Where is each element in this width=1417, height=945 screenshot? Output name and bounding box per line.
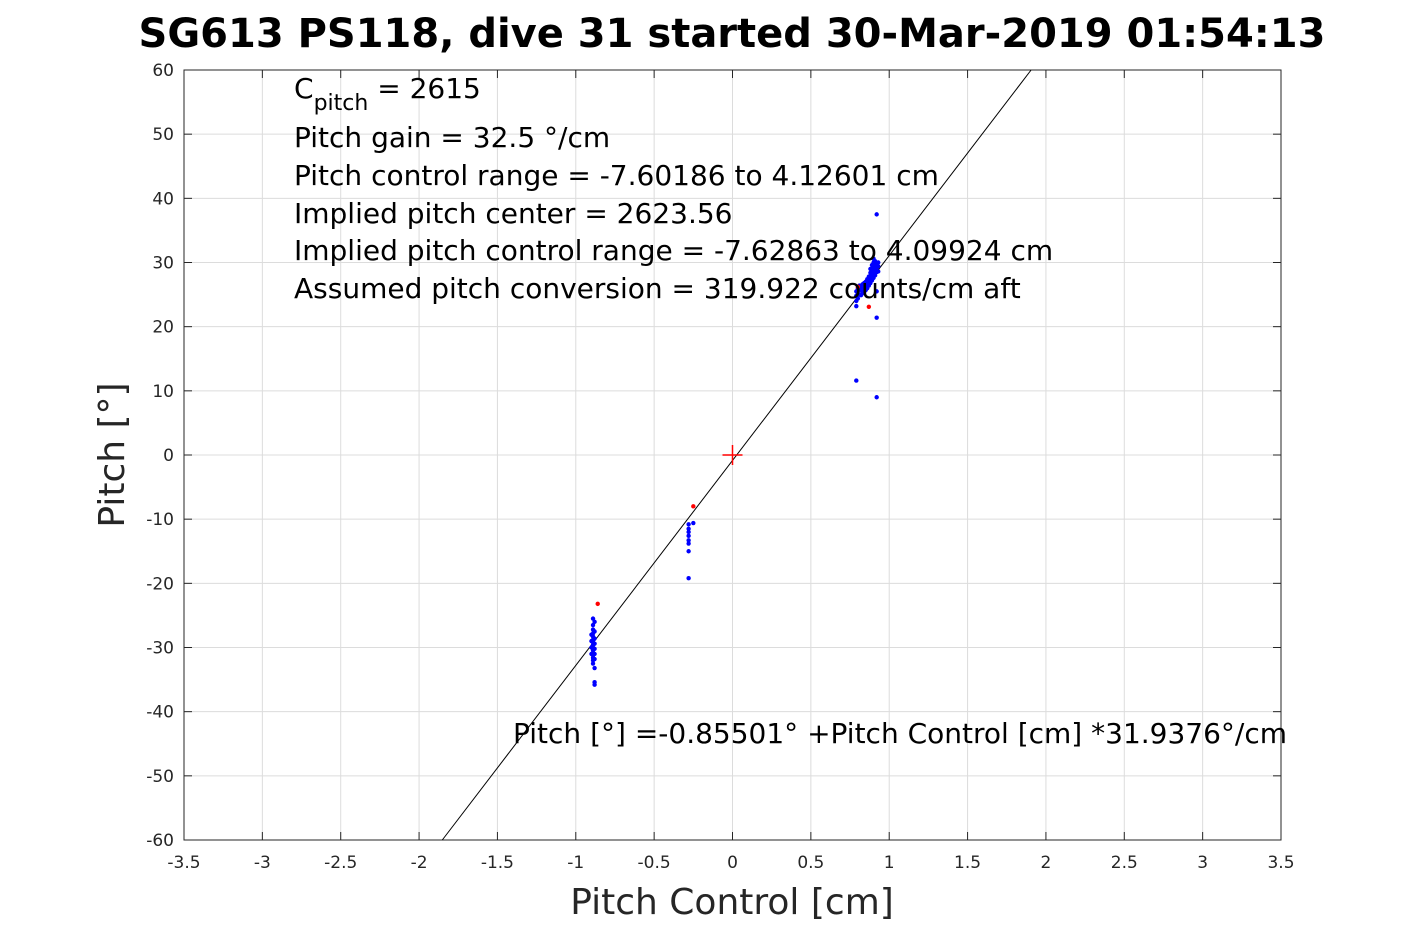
data-point bbox=[874, 315, 879, 320]
y-tick-label: -40 bbox=[146, 703, 174, 723]
x-tick-label: 1 bbox=[884, 853, 895, 873]
data-point bbox=[866, 304, 872, 309]
data-point bbox=[855, 284, 861, 290]
data-point bbox=[592, 641, 597, 646]
data-point bbox=[686, 526, 691, 531]
data-point bbox=[686, 541, 691, 546]
x-tick-label: 2 bbox=[1041, 853, 1052, 873]
data-point bbox=[686, 549, 691, 554]
data-point bbox=[590, 661, 596, 666]
data-point bbox=[595, 601, 600, 607]
data-point bbox=[691, 504, 696, 509]
c-pitch-value: = 2615 bbox=[368, 72, 481, 105]
x-tick-label: -3 bbox=[254, 853, 271, 873]
data-point bbox=[592, 682, 597, 687]
x-tick-label: 0 bbox=[727, 853, 738, 873]
x-tick-label: -0.5 bbox=[638, 853, 671, 873]
y-tick-label: 60 bbox=[152, 61, 174, 81]
data-point bbox=[874, 289, 879, 294]
control-range-annotation: Pitch control range = -7.60186 to 4.1260… bbox=[294, 159, 939, 192]
data-point bbox=[592, 665, 597, 671]
x-axis-label: Pitch Control [cm] bbox=[570, 882, 894, 923]
data-point bbox=[592, 619, 597, 625]
y-tick-label: -20 bbox=[146, 574, 174, 594]
implied-range-annotation: Implied pitch control range = -7.62863 t… bbox=[294, 234, 1053, 267]
c-pitch-subscript: pitch bbox=[314, 91, 369, 116]
data-point bbox=[592, 629, 597, 634]
data-point bbox=[592, 656, 597, 662]
conversion-annotation: Assumed pitch conversion = 319.922 count… bbox=[294, 272, 1021, 305]
y-tick-label: -50 bbox=[146, 767, 174, 787]
data-points bbox=[589, 212, 881, 687]
data-point bbox=[589, 638, 594, 644]
y-axis-label: Pitch [°] bbox=[92, 382, 133, 527]
data-point bbox=[686, 529, 691, 535]
y-tick-label: 30 bbox=[152, 254, 174, 274]
x-tick-label: 0.5 bbox=[797, 853, 824, 873]
fit-equation-annotation: Pitch [°] =-0.85501° +Pitch Control [cm]… bbox=[513, 717, 1287, 750]
data-point bbox=[686, 522, 691, 527]
y-tick-label: 0 bbox=[163, 446, 174, 466]
x-tick-label: -2.5 bbox=[324, 853, 357, 873]
c-pitch-annotation: Cpitch = 2615 bbox=[294, 72, 481, 116]
x-tick-label: -2 bbox=[411, 853, 428, 873]
y-tick-label: -30 bbox=[146, 639, 174, 659]
x-tick-label: 1.5 bbox=[954, 853, 981, 873]
x-tick-label: -3.5 bbox=[167, 853, 200, 873]
data-point bbox=[589, 645, 594, 650]
x-tick-label: 3.5 bbox=[1267, 853, 1294, 873]
implied-center-annotation: Implied pitch center = 2623.56 bbox=[294, 197, 732, 230]
y-tick-label: -10 bbox=[146, 510, 174, 530]
data-point bbox=[686, 533, 691, 539]
x-tick-label: -1.5 bbox=[481, 853, 514, 873]
center-marker-layer bbox=[722, 445, 743, 465]
data-point bbox=[592, 636, 597, 641]
x-tick-label: 3 bbox=[1197, 853, 1208, 873]
axis-ticks: -3.5 -3 -2.5 -2 -1.5 -1 -0.5 0 0.5 1 1.5 2 2.5 3 3.5 -6… bbox=[146, 61, 1294, 873]
data-point bbox=[874, 395, 879, 400]
data-point bbox=[691, 520, 696, 526]
x-tick-label: 2.5 bbox=[1111, 853, 1138, 873]
data-point bbox=[874, 212, 879, 217]
data-point bbox=[876, 269, 881, 274]
chart-title: SG613 PS118, dive 31 started 30-Mar-2019… bbox=[139, 11, 1326, 57]
pitch-gain-annotation: Pitch gain = 32.5 °/cm bbox=[294, 121, 610, 154]
data-point bbox=[589, 651, 594, 657]
y-tick-label: -60 bbox=[146, 831, 174, 851]
x-tick-label: -1 bbox=[567, 853, 584, 873]
c-pitch-symbol: C bbox=[294, 72, 314, 105]
data-point bbox=[855, 296, 861, 301]
y-tick-label: 20 bbox=[152, 318, 174, 338]
data-point bbox=[686, 576, 691, 581]
data-point bbox=[854, 303, 859, 309]
grid-lines bbox=[184, 70, 1281, 840]
y-tick-label: 40 bbox=[152, 189, 174, 209]
data-point bbox=[854, 378, 859, 383]
y-tick-label: 10 bbox=[152, 382, 174, 402]
data-point bbox=[589, 632, 594, 637]
data-point bbox=[686, 538, 691, 543]
data-point bbox=[876, 264, 881, 269]
data-point bbox=[592, 651, 597, 657]
y-tick-label: 50 bbox=[152, 125, 174, 145]
data-point bbox=[876, 260, 881, 265]
